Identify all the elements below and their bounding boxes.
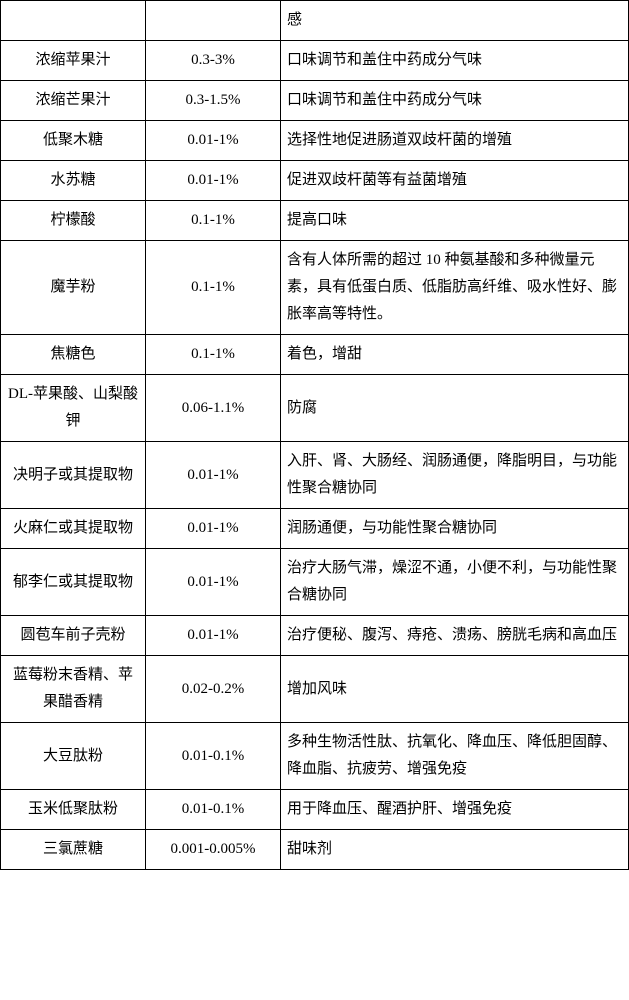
ingredient-name-cell (1, 1, 146, 41)
ingredient-name-cell: 玉米低聚肽粉 (1, 790, 146, 830)
amount-cell: 0.02-0.2% (146, 656, 281, 723)
ingredient-name-cell: 魔芋粉 (1, 241, 146, 335)
table-row: 魔芋粉0.1-1%含有人体所需的超过 10 种氨基酸和多种微量元素，具有低蛋白质… (1, 241, 629, 335)
table-row: 浓缩苹果汁0.3-3%口味调节和盖住中药成分气味 (1, 41, 629, 81)
amount-cell: 0.3-3% (146, 41, 281, 81)
table-row: DL-苹果酸、山梨酸钾0.06-1.1%防腐 (1, 375, 629, 442)
ingredient-name-cell: 浓缩芒果汁 (1, 81, 146, 121)
description-cell: 口味调节和盖住中药成分气味 (281, 81, 629, 121)
amount-cell: 0.1-1% (146, 201, 281, 241)
table-row: 感 (1, 1, 629, 41)
table-body: 感浓缩苹果汁0.3-3%口味调节和盖住中药成分气味浓缩芒果汁0.3-1.5%口味… (1, 1, 629, 870)
table-row: 郁李仁或其提取物0.01-1%治疗大肠气滞，燥涩不通，小便不利，与功能性聚合糖协… (1, 549, 629, 616)
ingredients-table: 感浓缩苹果汁0.3-3%口味调节和盖住中药成分气味浓缩芒果汁0.3-1.5%口味… (0, 0, 629, 870)
ingredient-name-cell: 大豆肽粉 (1, 723, 146, 790)
ingredient-name-cell: 水苏糖 (1, 161, 146, 201)
description-cell: 甜味剂 (281, 830, 629, 870)
description-cell: 增加风味 (281, 656, 629, 723)
amount-cell: 0.1-1% (146, 241, 281, 335)
ingredient-name-cell: 圆苞车前子壳粉 (1, 616, 146, 656)
description-cell: 提高口味 (281, 201, 629, 241)
table-row: 三氯蔗糖0.001-0.005%甜味剂 (1, 830, 629, 870)
table-row: 火麻仁或其提取物0.01-1%润肠通便，与功能性聚合糖协同 (1, 509, 629, 549)
ingredient-name-cell: 柠檬酸 (1, 201, 146, 241)
table-row: 蓝莓粉末香精、苹果醋香精0.02-0.2%增加风味 (1, 656, 629, 723)
table-row: 低聚木糖0.01-1%选择性地促进肠道双歧杆菌的增殖 (1, 121, 629, 161)
description-cell: 用于降血压、醒酒护肝、增强免疫 (281, 790, 629, 830)
ingredient-name-cell: 郁李仁或其提取物 (1, 549, 146, 616)
description-cell: 选择性地促进肠道双歧杆菌的增殖 (281, 121, 629, 161)
ingredient-name-cell: 焦糖色 (1, 335, 146, 375)
table-row: 水苏糖0.01-1%促进双歧杆菌等有益菌增殖 (1, 161, 629, 201)
amount-cell: 0.01-1% (146, 509, 281, 549)
description-cell: 多种生物活性肽、抗氧化、降血压、降低胆固醇、降血脂、抗疲劳、增强免疫 (281, 723, 629, 790)
ingredient-name-cell: 决明子或其提取物 (1, 442, 146, 509)
table-row: 柠檬酸0.1-1%提高口味 (1, 201, 629, 241)
description-cell: 润肠通便，与功能性聚合糖协同 (281, 509, 629, 549)
table-row: 圆苞车前子壳粉0.01-1%治疗便秘、腹泻、痔疮、溃疡、膀胱毛病和高血压 (1, 616, 629, 656)
ingredient-name-cell: 三氯蔗糖 (1, 830, 146, 870)
ingredient-name-cell: 蓝莓粉末香精、苹果醋香精 (1, 656, 146, 723)
description-cell: 着色，增甜 (281, 335, 629, 375)
description-cell: 治疗便秘、腹泻、痔疮、溃疡、膀胱毛病和高血压 (281, 616, 629, 656)
amount-cell (146, 1, 281, 41)
description-cell: 治疗大肠气滞，燥涩不通，小便不利，与功能性聚合糖协同 (281, 549, 629, 616)
amount-cell: 0.06-1.1% (146, 375, 281, 442)
description-cell: 防腐 (281, 375, 629, 442)
description-cell: 感 (281, 1, 629, 41)
ingredient-name-cell: DL-苹果酸、山梨酸钾 (1, 375, 146, 442)
amount-cell: 0.01-1% (146, 121, 281, 161)
table-row: 决明子或其提取物0.01-1%入肝、肾、大肠经、润肠通便，降脂明目，与功能性聚合… (1, 442, 629, 509)
ingredient-name-cell: 低聚木糖 (1, 121, 146, 161)
table-row: 焦糖色0.1-1%着色，增甜 (1, 335, 629, 375)
description-cell: 口味调节和盖住中药成分气味 (281, 41, 629, 81)
amount-cell: 0.01-1% (146, 161, 281, 201)
description-cell: 促进双歧杆菌等有益菌增殖 (281, 161, 629, 201)
ingredient-name-cell: 火麻仁或其提取物 (1, 509, 146, 549)
amount-cell: 0.001-0.005% (146, 830, 281, 870)
amount-cell: 0.01-0.1% (146, 723, 281, 790)
description-cell: 入肝、肾、大肠经、润肠通便，降脂明目，与功能性聚合糖协同 (281, 442, 629, 509)
table-row: 玉米低聚肽粉0.01-0.1%用于降血压、醒酒护肝、增强免疫 (1, 790, 629, 830)
amount-cell: 0.01-1% (146, 442, 281, 509)
amount-cell: 0.1-1% (146, 335, 281, 375)
amount-cell: 0.01-1% (146, 549, 281, 616)
description-cell: 含有人体所需的超过 10 种氨基酸和多种微量元素，具有低蛋白质、低脂肪高纤维、吸… (281, 241, 629, 335)
amount-cell: 0.01-0.1% (146, 790, 281, 830)
ingredient-name-cell: 浓缩苹果汁 (1, 41, 146, 81)
table-row: 大豆肽粉0.01-0.1%多种生物活性肽、抗氧化、降血压、降低胆固醇、降血脂、抗… (1, 723, 629, 790)
amount-cell: 0.01-1% (146, 616, 281, 656)
amount-cell: 0.3-1.5% (146, 81, 281, 121)
table-row: 浓缩芒果汁0.3-1.5%口味调节和盖住中药成分气味 (1, 81, 629, 121)
